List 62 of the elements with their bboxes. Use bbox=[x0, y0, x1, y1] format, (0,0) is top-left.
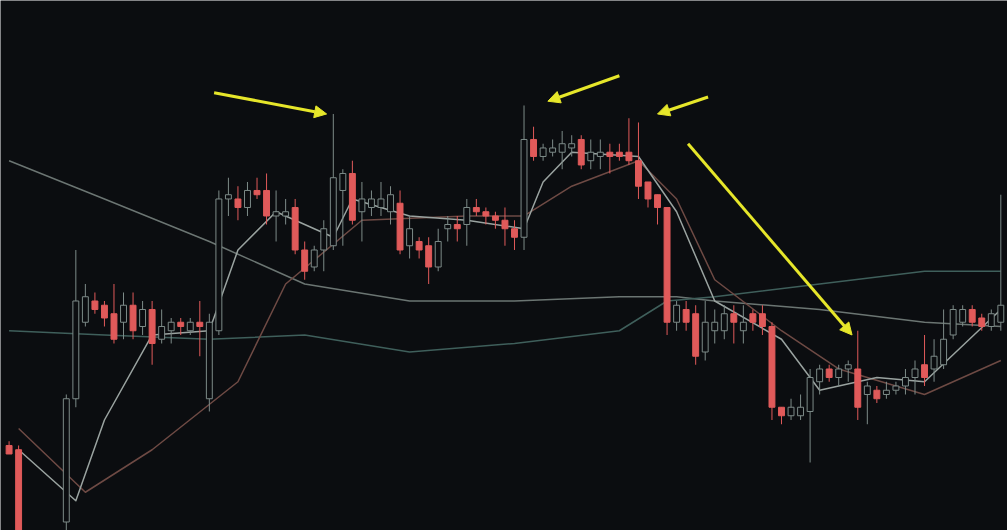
candlestick bbox=[387, 185, 394, 225]
candlestick bbox=[358, 181, 366, 242]
candlestick bbox=[606, 143, 614, 174]
candlestick bbox=[272, 189, 280, 242]
candlestick bbox=[968, 304, 976, 327]
candlestick bbox=[863, 381, 871, 425]
candlestick bbox=[673, 300, 681, 332]
candlestick bbox=[835, 364, 843, 387]
candlestick bbox=[120, 291, 127, 340]
candlestick bbox=[758, 304, 766, 336]
candlestick bbox=[339, 168, 347, 247]
candlestick bbox=[596, 138, 604, 170]
candlestick bbox=[158, 308, 166, 344]
candlestick bbox=[367, 189, 375, 217]
candlestick bbox=[654, 194, 661, 225]
candlestick bbox=[224, 177, 232, 217]
candlestick bbox=[816, 364, 824, 395]
candlestick bbox=[558, 130, 566, 170]
candlestick bbox=[406, 215, 414, 259]
candlestick bbox=[959, 304, 967, 327]
candlestick bbox=[139, 300, 147, 336]
candlestick bbox=[415, 236, 423, 259]
candlestick bbox=[244, 181, 251, 217]
candlestick bbox=[482, 206, 490, 225]
candlestick bbox=[301, 240, 309, 281]
candlestick bbox=[444, 215, 452, 242]
candlestick bbox=[892, 381, 900, 395]
candlestick bbox=[711, 308, 719, 344]
candlestick bbox=[739, 304, 747, 344]
candlestick bbox=[902, 368, 909, 395]
candlestick bbox=[987, 308, 995, 332]
candlestick bbox=[511, 219, 518, 251]
candlestick bbox=[787, 398, 795, 421]
candlestick bbox=[644, 181, 652, 208]
candlestick bbox=[625, 117, 633, 166]
candlestick bbox=[253, 177, 261, 200]
candlestick bbox=[587, 138, 595, 170]
candlestick bbox=[911, 359, 919, 395]
candlestick bbox=[930, 338, 938, 383]
candlestick bbox=[310, 245, 318, 272]
candlestick bbox=[167, 317, 175, 344]
candlestick bbox=[844, 359, 852, 383]
candlestick bbox=[501, 206, 509, 247]
candlestick bbox=[749, 308, 757, 332]
candlestick bbox=[91, 291, 99, 315]
candlestick bbox=[530, 126, 538, 162]
candlestick bbox=[797, 393, 805, 421]
candlestick bbox=[568, 134, 576, 157]
candlestick bbox=[425, 236, 433, 285]
candlestick bbox=[282, 198, 290, 225]
candlestick bbox=[720, 304, 728, 340]
candlestick bbox=[196, 300, 204, 357]
candlestick bbox=[234, 185, 242, 221]
candlestick bbox=[730, 304, 738, 344]
candlestick bbox=[682, 300, 690, 332]
candlestick bbox=[377, 181, 385, 217]
candlestick bbox=[463, 198, 471, 247]
candlestick bbox=[453, 215, 461, 242]
candlestick bbox=[873, 385, 881, 404]
candlestick bbox=[921, 334, 928, 387]
candlestick bbox=[100, 300, 108, 327]
candlestick bbox=[320, 219, 328, 272]
